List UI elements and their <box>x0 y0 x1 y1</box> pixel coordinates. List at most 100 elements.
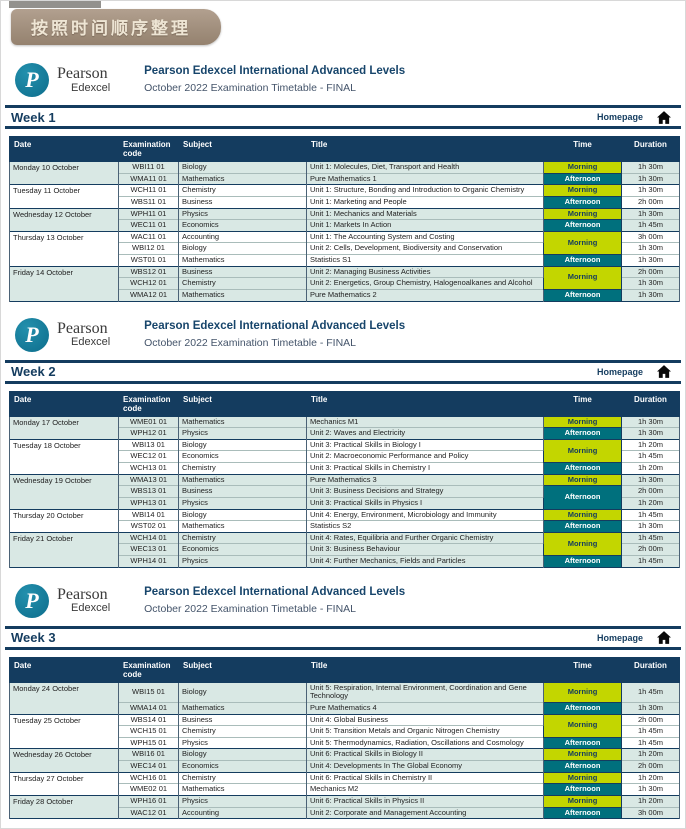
exam-code-cell: WPH12 01 <box>118 427 179 440</box>
duration-cell: 1h 30m <box>621 172 680 185</box>
subject-cell: Physics <box>178 736 307 749</box>
date-cell: Thursday 13 October <box>9 230 119 267</box>
exam-title-cell: Mechanics M1 <box>306 415 544 428</box>
exam-row: Friday 14 October WBS12 01 Business Unit 2:… <box>9 265 680 301</box>
subject-cell: Physics <box>178 207 307 220</box>
exam-code-cell: WBS13 01 <box>118 485 179 498</box>
duration-cell: 1h 30m <box>621 288 680 301</box>
homepage-link[interactable]: Homepage <box>597 631 671 645</box>
duration-cell: 1h 30m <box>621 207 680 220</box>
exam-row: WPH12 01 Physics Unit 2: Waves and Electri… <box>10 427 680 440</box>
time-cell: Afternoon <box>543 288 622 302</box>
subject-cell: Chemistry <box>178 462 307 475</box>
duration-cell: 3h 00m <box>621 806 680 819</box>
exam-code-cell: WBS11 01 <box>118 195 179 208</box>
subject-cell: Mathematics <box>178 520 307 533</box>
column-header-date: Date <box>9 390 119 417</box>
exam-row: WBS11 01 Business Unit 1: Marketing and Pe… <box>10 195 680 209</box>
document-subtitle: October 2022 Examination Timetable - FIN… <box>144 602 356 615</box>
annotation-badge-label: 按照时间顺序整理 <box>31 19 191 38</box>
exam-title-cell: Unit 1: Marketing and People <box>306 195 544 208</box>
time-cell: Afternoon <box>543 736 622 750</box>
table-header-row: Date Examination code Subject Title Time… <box>9 136 680 162</box>
week-section: P Pearson Edexcel Pearson Edexcel Intern… <box>1 61 685 302</box>
exam-row: WME02 01 Mathematics Mechanics M2 Afternoon… <box>10 783 680 796</box>
time-cell: Morning <box>543 207 622 221</box>
duration-cell: 1h 20m <box>621 748 680 761</box>
exam-title-cell: Pure Mathematics 3 <box>306 473 544 486</box>
exam-code-cell: WPH16 01 <box>118 794 179 807</box>
exam-row: Thursday 27 October WCH16 01 Chemistry Unit… <box>9 771 680 796</box>
logo-edexcel-text: Edexcel <box>71 336 111 349</box>
subject-cell: Business <box>178 195 307 208</box>
duration-cell: 2h 00m <box>621 543 680 556</box>
duration-cell: 2h 00m <box>621 195 680 208</box>
exam-title-cell: Unit 3: Practical Skills in Biology I <box>306 438 544 451</box>
exam-code-cell: WCH11 01 <box>118 184 179 197</box>
home-icon[interactable] <box>657 631 671 645</box>
duration-cell: 1h 45m <box>621 725 680 738</box>
subject-cell: Physics <box>178 555 307 568</box>
pearson-monogram: P <box>25 321 39 347</box>
exam-code-cell: WMA12 01 <box>118 288 179 301</box>
exam-table: Date Examination code Subject Title Time… <box>9 390 680 568</box>
duration-cell: 1h 30m <box>621 415 680 428</box>
brand-titles: Pearson Edexcel International Advanced L… <box>144 63 405 94</box>
time-cell: Afternoon <box>543 172 622 186</box>
exam-row: Wednesday 19 October WMA13 01 Mathematics P… <box>9 473 680 509</box>
time-cell: Afternoon <box>543 254 622 267</box>
subject-cell: Mathematics <box>178 701 307 714</box>
time-cell: Morning <box>543 531 622 557</box>
time-cell: Morning <box>543 508 622 522</box>
exam-row: WPH13 01 Physics Unit 3: Practical Skills … <box>10 496 680 509</box>
exam-title-cell: Unit 1: The Accounting System and Costin… <box>306 230 544 243</box>
exam-row: Tuesday 18 October WBI13 01 Biology Unit 3:… <box>9 438 680 475</box>
week-title: Week 3 <box>11 630 56 646</box>
exam-code-cell: WBI15 01 <box>118 681 179 703</box>
exam-code-cell: WEC11 01 <box>118 219 179 232</box>
exam-code-cell: WBI13 01 <box>118 438 179 451</box>
logo-pearson-text: Pearson <box>57 585 108 603</box>
duration-cell: 1h 45m <box>621 508 680 521</box>
exam-title-cell: Unit 4: Energy, Environment, Microbiolog… <box>306 508 544 521</box>
duration-cell: 1h 45m <box>621 555 680 568</box>
date-cell: Tuesday 11 October <box>9 184 119 208</box>
exam-title-cell: Pure Mathematics 4 <box>306 701 544 714</box>
time-cell: Morning <box>543 184 622 197</box>
column-header-date: Date <box>9 136 119 162</box>
logo-wordmark: Pearson Edexcel <box>57 63 110 94</box>
subject-cell: Economics <box>178 219 307 232</box>
time-cell: Afternoon <box>543 783 622 796</box>
subject-cell: Biology <box>178 161 307 174</box>
exam-row: Friday 21 October WCH14 01 Chemistry Unit 4… <box>9 531 680 568</box>
exam-code-cell: WAC12 01 <box>118 806 179 819</box>
home-icon[interactable] <box>657 110 671 124</box>
exam-title-cell: Unit 1: Mechanics and Materials <box>306 207 544 220</box>
exam-code-cell: WCH12 01 <box>118 277 179 290</box>
duration-cell: 1h 30m <box>621 427 680 440</box>
logo-wordmark: Pearson Edexcel <box>57 318 110 349</box>
date-cell: Monday 10 October <box>9 160 119 185</box>
exam-row: WMA12 01 Mathematics Pure Mathematics 2 Aft… <box>10 288 680 302</box>
column-header-date: Date <box>9 656 119 683</box>
home-icon[interactable] <box>657 365 671 378</box>
subject-cell: Business <box>178 485 307 498</box>
column-header-duration: Duration <box>621 136 680 162</box>
exam-title-cell: Unit 6: Practical Skills in Biology II <box>306 748 544 761</box>
duration-cell: 3h 00m <box>621 230 680 243</box>
exam-row: WBI12 01 Biology Unit 2: Cells, Developmen… <box>10 242 680 255</box>
date-cell: Wednesday 26 October <box>9 748 119 773</box>
exam-code-cell: WMA11 01 <box>118 172 179 185</box>
exam-row: WAC12 01 Accounting Unit 2: Corporate and … <box>10 806 680 820</box>
annotation-badge: 按照时间顺序整理 <box>11 9 221 45</box>
homepage-link[interactable]: Homepage <box>597 365 671 378</box>
exam-code-cell: WCH13 01 <box>118 462 179 475</box>
exam-code-cell: WBS12 01 <box>118 265 179 278</box>
exam-title-cell: Unit 1: Markets In Action <box>306 219 544 232</box>
subject-cell: Mathematics <box>178 473 307 486</box>
exam-row: WEC11 01 Economics Unit 1: Markets In Acti… <box>10 219 680 232</box>
exam-row: WBS13 01 Business Unit 3: Business Decisio… <box>10 485 680 510</box>
week-section: P Pearson Edexcel Pearson Edexcel Intern… <box>1 582 685 820</box>
homepage-link[interactable]: Homepage <box>597 110 671 124</box>
